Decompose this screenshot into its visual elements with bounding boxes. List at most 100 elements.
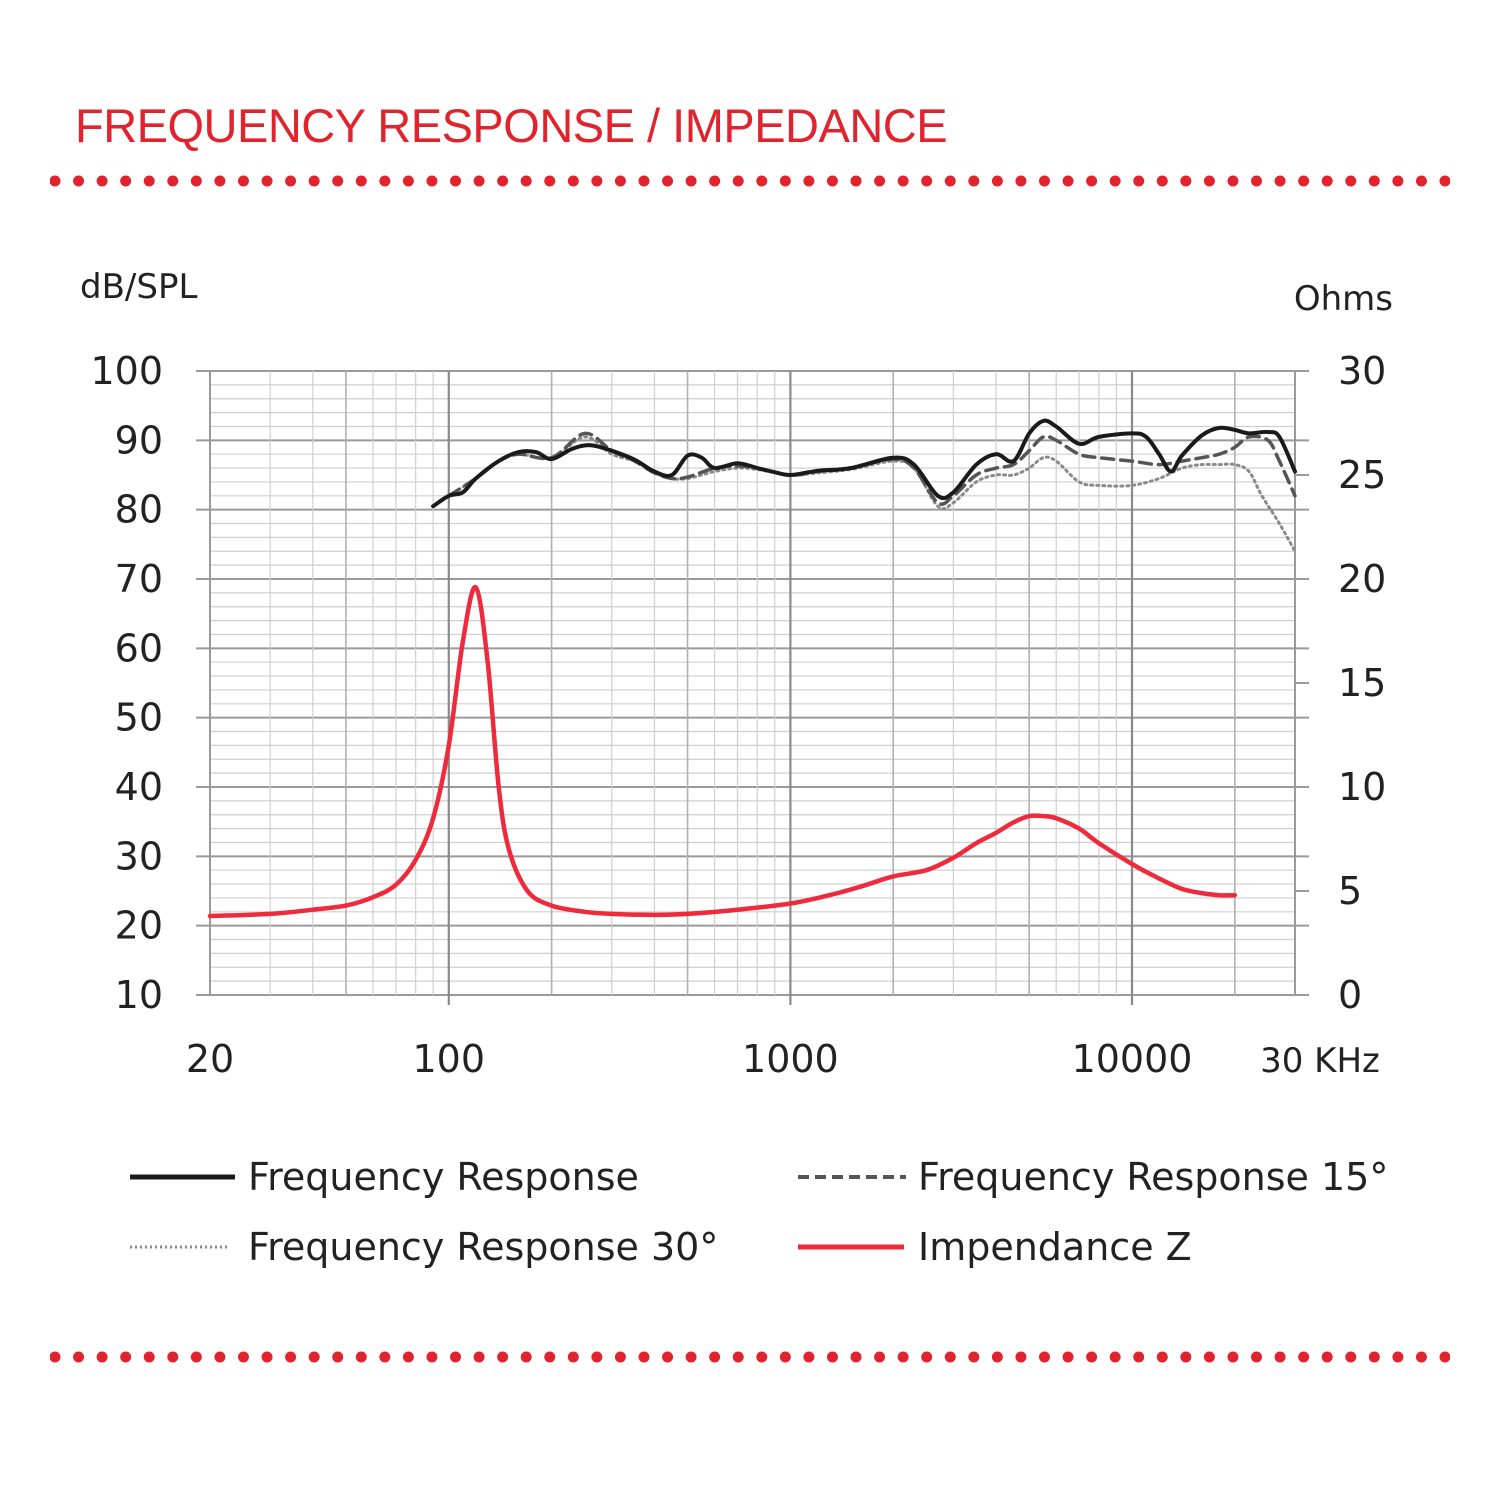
divider-dot	[662, 1351, 674, 1363]
divider-dot	[1439, 175, 1450, 187]
divider-dot	[355, 1351, 367, 1363]
x-tick-label: 1000	[742, 1037, 839, 1081]
divider-dot	[1156, 175, 1168, 187]
chart-title: FREQUENCY RESPONSE / IMPEDANCE	[75, 99, 948, 152]
legend-label: Frequency Response 15°	[918, 1155, 1388, 1199]
divider-dot	[1392, 1351, 1404, 1363]
divider-dot	[450, 1351, 462, 1363]
dotted-divider-top	[50, 175, 1450, 187]
divider-dot	[968, 175, 980, 187]
divider-dot	[1109, 175, 1121, 187]
divider-dot	[732, 175, 744, 187]
divider-dot	[897, 1351, 909, 1363]
divider-dot	[473, 175, 485, 187]
series-line-frequency-response	[431, 418, 1297, 509]
divider-dot	[143, 1351, 155, 1363]
divider-dot	[167, 175, 179, 187]
y-tick-label-left: 90	[115, 418, 163, 462]
divider-dot	[473, 1351, 485, 1363]
divider-dot	[96, 175, 108, 187]
divider-dot	[261, 1351, 273, 1363]
divider-dot	[1203, 1351, 1215, 1363]
divider-dot	[1086, 1351, 1098, 1363]
y-tick-label-right: 15	[1338, 661, 1386, 705]
y-tick-label-left: 20	[115, 904, 163, 948]
y-tick-label-right: 0	[1338, 973, 1362, 1017]
y-tick-label-left: 100	[90, 349, 163, 393]
divider-dot	[332, 1351, 344, 1363]
divider-dot	[214, 1351, 226, 1363]
divider-dot	[1415, 1351, 1427, 1363]
divider-dot	[1439, 1351, 1450, 1363]
y-tick-label-right: 5	[1338, 869, 1362, 913]
divider-dot	[544, 1351, 556, 1363]
divider-dot	[167, 1351, 179, 1363]
divider-dot	[991, 175, 1003, 187]
divider-dot	[1368, 1351, 1380, 1363]
divider-dot	[143, 175, 155, 187]
series-line-frequency-response-30	[431, 435, 1297, 553]
y-axis-left-label: dB/SPL	[80, 267, 197, 307]
divider-dot	[497, 1351, 509, 1363]
divider-dot	[1086, 175, 1098, 187]
divider-dot	[497, 175, 509, 187]
divider-dot	[308, 1351, 320, 1363]
y-tick-label-left: 50	[115, 696, 163, 740]
divider-dot	[1038, 1351, 1050, 1363]
divider-dot	[544, 175, 556, 187]
series-line-impedance	[207, 585, 1238, 919]
divider-dot	[50, 175, 61, 187]
divider-dot	[426, 1351, 438, 1363]
divider-dot	[1133, 175, 1145, 187]
divider-dot	[803, 1351, 815, 1363]
legend-item-frequency-response-15: Frequency Response 15°	[798, 1155, 1388, 1199]
y-tick-label-right: 10	[1338, 765, 1386, 809]
divider-dot	[1227, 175, 1239, 187]
divider-dot	[1038, 175, 1050, 187]
y-axis-right-label: Ohms	[1294, 279, 1393, 319]
y-tick-label-right: 20	[1338, 557, 1386, 601]
divider-dot	[1133, 1351, 1145, 1363]
divider-dot	[237, 1351, 249, 1363]
divider-dot	[237, 175, 249, 187]
divider-dot	[1345, 175, 1357, 187]
divider-dot	[591, 1351, 603, 1363]
divider-dot	[638, 1351, 650, 1363]
legend-item-frequency-response-30: Frequency Response 30°	[130, 1225, 718, 1269]
divider-dot	[285, 175, 297, 187]
y-tick-label-right: 25	[1338, 453, 1386, 497]
chart-series	[207, 418, 1297, 919]
divider-dot	[450, 175, 462, 187]
divider-dot	[520, 175, 532, 187]
legend-label: Frequency Response 30°	[248, 1225, 718, 1269]
divider-dot	[944, 175, 956, 187]
y-tick-label-left: 80	[115, 488, 163, 532]
divider-dot	[1274, 1351, 1286, 1363]
chart-axes: dB/SPL Ohms 1009080706050403020103025201…	[80, 267, 1393, 1081]
divider-dot	[732, 1351, 744, 1363]
divider-dot	[73, 175, 85, 187]
divider-dot	[944, 1351, 956, 1363]
dotted-divider-bottom	[50, 1351, 1450, 1363]
divider-dot	[850, 1351, 862, 1363]
divider-dot	[1251, 175, 1263, 187]
divider-dot	[1062, 175, 1074, 187]
divider-dot	[874, 1351, 886, 1363]
x-tick-label: 10000	[1072, 1037, 1193, 1081]
divider-dot	[897, 175, 909, 187]
divider-dot	[1227, 1351, 1239, 1363]
divider-dot	[1345, 1351, 1357, 1363]
divider-dot	[73, 1351, 85, 1363]
divider-dot	[685, 175, 697, 187]
divider-dot	[968, 1351, 980, 1363]
divider-dot	[1298, 175, 1310, 187]
divider-dot	[850, 175, 862, 187]
divider-dot	[520, 1351, 532, 1363]
divider-dot	[1321, 1351, 1333, 1363]
divider-dot	[261, 175, 273, 187]
divider-dot	[332, 175, 344, 187]
divider-dot	[1415, 175, 1427, 187]
divider-dot	[1156, 1351, 1168, 1363]
divider-dot	[190, 175, 202, 187]
divider-dot	[1321, 175, 1333, 187]
